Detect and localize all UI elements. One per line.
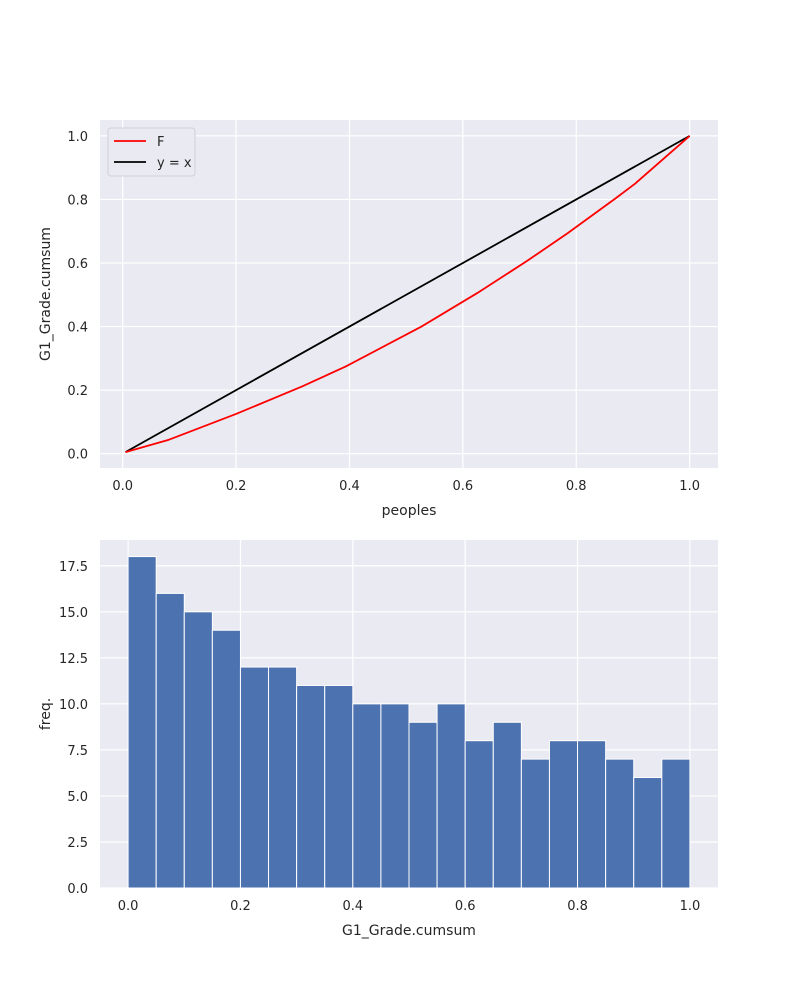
- histogram-bar: [211, 629, 241, 889]
- histogram-bar: [633, 777, 663, 889]
- x-tick-label: 1.0: [680, 899, 701, 914]
- legend: Fy = x: [107, 127, 196, 177]
- x-tick-label: 0.6: [455, 899, 476, 914]
- legend-label: y = x: [157, 156, 192, 171]
- histogram-bar: [296, 684, 326, 889]
- x-tick-label: 0.0: [112, 479, 133, 494]
- axes-bottom: 0.0 0.2 0.4 0.6 0.8 1.0 0.0 2.5 5.0 7.5 10.0 12.5 15…: [38, 540, 718, 939]
- y-tick-label: 15.0: [59, 606, 88, 621]
- y-tick-label: 0.0: [67, 882, 88, 897]
- series-line: [125, 135, 691, 453]
- y-tick-label: 0.0: [67, 448, 88, 463]
- x-tick-label: 1.0: [679, 479, 700, 494]
- histogram-bar: [661, 758, 691, 889]
- histogram-bar: [127, 556, 157, 889]
- histogram-bar: [436, 703, 466, 889]
- histogram-bar: [183, 611, 213, 889]
- y-tick-label: 0.6: [67, 257, 88, 272]
- x-tick-label: 0.8: [566, 479, 587, 494]
- y-tick-label: 2.5: [67, 836, 88, 851]
- y-tick-label: 12.5: [59, 652, 88, 667]
- histogram-bar: [380, 703, 410, 889]
- y-axis-label: G1_Grade.cumsum: [38, 227, 54, 361]
- x-tick-label: 0.4: [339, 479, 360, 494]
- y-tick-label: 17.5: [59, 560, 88, 575]
- x-tick-label: 0.6: [453, 479, 474, 494]
- histogram-bar: [408, 721, 438, 889]
- histogram-bar: [239, 666, 270, 889]
- y-tick-label: 10.0: [59, 698, 88, 713]
- legend-box: [107, 127, 196, 177]
- legend-label: F: [157, 135, 164, 150]
- histogram-bar: [268, 666, 298, 889]
- histogram-bar: [352, 703, 382, 889]
- axes-top: 0.0 0.2 0.4 0.6 0.8 1.0 0.0 0.2 0.4 0.6 0.8 1.0 peop…: [38, 120, 718, 519]
- y-axis-label: freq.: [38, 698, 54, 730]
- y-tick-label: 7.5: [67, 744, 88, 759]
- y-tick-label: 0.4: [67, 321, 88, 336]
- histogram-bar: [548, 740, 579, 889]
- x-axis-label: G1_Grade.cumsum: [342, 923, 476, 939]
- histogram-bar: [577, 740, 607, 889]
- histogram-bar: [324, 684, 354, 889]
- histogram-bar: [492, 721, 522, 889]
- x-axis-label: peoples: [382, 503, 437, 519]
- histogram-bar: [605, 758, 635, 889]
- series-line: [125, 135, 691, 453]
- histogram-bar: [464, 740, 494, 889]
- x-tick-label: 0.8: [567, 899, 588, 914]
- histogram-bar: [155, 592, 185, 889]
- y-tick-label: 0.8: [67, 193, 88, 208]
- histogram-bar: [520, 758, 550, 889]
- x-tick-label: 0.4: [342, 899, 363, 914]
- x-tick-label: 0.2: [226, 479, 247, 494]
- y-tick-label: 1.0: [67, 130, 88, 145]
- y-tick-label: 0.2: [67, 384, 88, 399]
- x-tick-label: 0.2: [230, 899, 251, 914]
- y-tick-label: 5.0: [67, 790, 88, 805]
- x-tick-label: 0.0: [118, 899, 139, 914]
